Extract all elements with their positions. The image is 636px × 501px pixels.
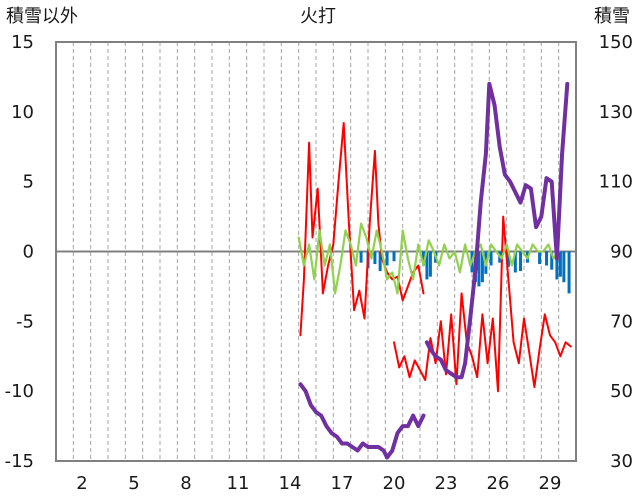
series-red-line-1 xyxy=(393,215,572,393)
chart-title: 火打 xyxy=(300,6,336,27)
series-red-line-0 xyxy=(299,122,425,337)
left-tick-label: 0 xyxy=(23,242,34,263)
axis-labels: 積雪以外 火打 積雪 151050-5-10-15150130110907050… xyxy=(5,6,633,494)
series-purple-line-4 xyxy=(298,382,426,460)
left-tick-label: -5 xyxy=(16,311,34,332)
left-tick-label: 5 xyxy=(23,172,34,193)
x-tick-label: 20 xyxy=(383,473,406,494)
x-tick-label: 2 xyxy=(76,473,87,494)
right-tick-label: 110 xyxy=(599,172,633,193)
left-tick-label: -10 xyxy=(5,381,34,402)
axes xyxy=(55,41,577,462)
x-tick-label: 11 xyxy=(227,473,250,494)
right-tick-label: 70 xyxy=(610,311,633,332)
x-tick-label: 14 xyxy=(279,473,302,494)
left-tick-label: 10 xyxy=(11,102,34,123)
right-tick-label: 90 xyxy=(610,242,633,263)
right-axis-label: 積雪 xyxy=(594,6,630,27)
left-tick-label: -15 xyxy=(5,451,34,472)
x-tick-label: 29 xyxy=(539,473,562,494)
right-tick-label: 30 xyxy=(610,451,633,472)
x-tick-label: 8 xyxy=(180,473,191,494)
left-tick-label: 15 xyxy=(11,32,34,53)
data-series xyxy=(297,81,572,460)
right-tick-label: 150 xyxy=(599,32,633,53)
series-purple-line-5 xyxy=(424,81,570,380)
left-axis-label: 積雪以外 xyxy=(6,6,78,27)
x-tick-label: 26 xyxy=(487,473,510,494)
x-tick-label: 23 xyxy=(435,473,458,494)
right-tick-label: 50 xyxy=(610,381,633,402)
x-tick-label: 5 xyxy=(128,473,139,494)
series-green-line-2 xyxy=(297,222,560,295)
right-tick-label: 130 xyxy=(599,102,633,123)
x-tick-label: 17 xyxy=(331,473,354,494)
